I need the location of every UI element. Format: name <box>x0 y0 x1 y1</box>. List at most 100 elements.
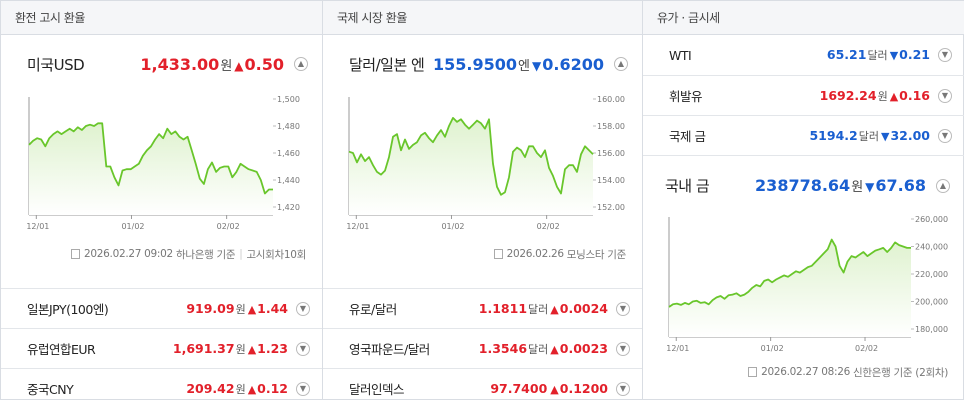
list-item-name: 달러인덱스 <box>349 382 405 397</box>
collapse-toggle-icon[interactable]: ▲ <box>294 57 308 71</box>
y-tick-label: 154.00 <box>597 176 625 185</box>
chevron-down-icon[interactable]: ▼ <box>296 301 310 316</box>
source-info: 2026.02.27 08:26 신한은행 기준 (2회차) <box>643 361 964 383</box>
usd-rate-chart-svg: 1,500 1,480 1,460 1,440 1,420 12/01 01/02 02/02 <box>26 95 300 231</box>
divider: | <box>239 248 243 260</box>
rate-change: 1.44 <box>257 300 288 316</box>
chevron-down-icon[interactable]: ▼ <box>938 48 952 62</box>
series-area <box>349 117 593 215</box>
list-item[interactable]: 중국CNY 209.42 원 ▲ 0.12 ▼ <box>1 368 322 400</box>
domestic-gold-chart-svg: 260,000 240,000 220,000 200,000 180,000 12/01… <box>666 215 948 353</box>
main-rate-name: 미국USD <box>27 55 85 74</box>
rate-unit: 원 <box>235 302 246 316</box>
up-arrow-icon: ▲ <box>550 342 559 356</box>
collapse-toggle-icon[interactable]: ▲ <box>614 57 628 71</box>
list-item-value: 1692.24 원 ▲ 0.16 <box>820 88 930 104</box>
oil-gold-column: 유가 · 금시세 WTI 65.21 달러 ▼ 0.21 ▼ 휘발유 1692.24 원… <box>643 1 964 399</box>
rate-value: 1.1811 <box>478 300 528 316</box>
up-arrow-icon: ▲ <box>550 383 559 396</box>
list-item[interactable]: 영국파운드/달러 1.3546 달러 ▲ 0.0023 ▼ <box>323 328 642 368</box>
intl-exchange-column: 국제 시장 환율 달러/일본 엔 155.9500 엔 ▼ 0.6200 ▲ 160.… <box>323 1 643 399</box>
list-item-name: 유럽연합EUR <box>27 342 96 357</box>
source-info: 2026.02.26 모닝스타 기준 <box>323 243 642 265</box>
down-arrow-icon: ▼ <box>880 129 890 143</box>
list-item-value: 1.1811 달러 ▲ 0.0024 <box>479 301 608 317</box>
x-tick-label: 12/01 <box>346 222 369 231</box>
list-item-value: 1,691.37 원 ▲ 1.23 <box>173 341 288 357</box>
chevron-down-icon[interactable]: ▼ <box>296 341 310 356</box>
y-tick-label: 152.00 <box>597 203 625 212</box>
list-item[interactable]: WTI 65.21 달러 ▼ 0.21 ▼ <box>643 35 964 75</box>
main-rate-row[interactable]: 달러/일본 엔 155.9500 엔 ▼ 0.6200 ▲ <box>323 35 642 93</box>
up-arrow-icon: ▲ <box>247 382 257 396</box>
x-tick-label: 12/01 <box>666 344 689 353</box>
y-tick-label: 260,000 <box>915 215 948 224</box>
x-tick-label: 01/02 <box>441 222 464 231</box>
rate-unit: 달러 <box>528 342 549 356</box>
rate-change: 0.1200 <box>559 381 608 396</box>
chevron-down-icon[interactable]: ▼ <box>616 381 630 396</box>
list-item-name: 휘발유 <box>669 89 703 104</box>
main-rate-row[interactable]: 국내 금 238778.64 원 ▼ 67.68 ▲ <box>643 155 964 215</box>
y-tick-label: 180,000 <box>915 325 948 334</box>
rate-change: 0.50 <box>244 54 284 74</box>
series-area <box>669 239 911 337</box>
usd-jpy-chart: 160.00 158.00 156.00 154.00 152.00 12/01 01/02… <box>323 93 642 243</box>
down-arrow-icon: ▼ <box>532 58 542 73</box>
collapse-toggle-icon[interactable]: ▲ <box>936 178 950 193</box>
usd-rate-chart: 1,500 1,480 1,460 1,440 1,420 12/01 01/02 02/02 <box>1 93 322 243</box>
series-line <box>348 117 594 196</box>
list-item-value: 919.09 원 ▲ 1.44 <box>186 301 288 317</box>
list-item[interactable]: 유럽연합EUR 1,691.37 원 ▲ 1.23 ▼ <box>1 328 322 368</box>
list-item-name: 유로/달러 <box>349 302 397 317</box>
rate-value: 209.42 <box>186 380 235 396</box>
list-item-name: WTI <box>669 47 692 63</box>
main-rate-row[interactable]: 미국USD 1,433.00 원 ▲ 0.50 ▲ <box>1 35 322 93</box>
series-line <box>28 122 273 195</box>
rate-change: 0.12 <box>257 380 288 396</box>
document-icon <box>493 249 503 259</box>
rate-value: 65.21 <box>826 47 867 62</box>
rate-change: 0.21 <box>899 47 930 62</box>
rate-value: 97.7400 <box>490 381 548 396</box>
list-item-value: 65.21 달러 ▼ 0.21 <box>827 47 930 63</box>
y-tick-label: 156.00 <box>597 149 625 158</box>
up-arrow-icon: ▲ <box>234 58 244 73</box>
list-item[interactable]: 국제 금 5194.2 달러 ▼ 32.00 ▼ <box>643 115 964 155</box>
rate-value: 1,691.37 <box>172 340 235 356</box>
column-header: 유가 · 금시세 <box>643 1 964 35</box>
x-tick-label: 02/02 <box>217 222 240 231</box>
source-text: 하나은행 기준 <box>175 248 236 261</box>
series-line <box>668 238 911 308</box>
rate-unit: 엔 <box>518 58 531 74</box>
source-extra: (2회차) <box>915 366 948 379</box>
chevron-down-icon[interactable]: ▼ <box>296 381 310 396</box>
rate-change: 32.00 <box>890 127 930 143</box>
document-icon <box>71 249 81 259</box>
x-tick-label: 12/01 <box>26 222 49 231</box>
up-arrow-icon: ▲ <box>889 89 899 103</box>
list-item[interactable]: 일본JPY(100엔) 919.09 원 ▲ 1.44 ▼ <box>1 288 322 328</box>
column-header: 국제 시장 환율 <box>323 1 642 35</box>
rate-value: 1692.24 <box>819 87 877 103</box>
chevron-down-icon[interactable]: ▼ <box>616 341 630 356</box>
list-item[interactable]: 휘발유 1692.24 원 ▲ 0.16 ▼ <box>643 75 964 115</box>
list-item[interactable]: 달러인덱스 97.7400 ▲ 0.1200 ▼ <box>323 368 642 400</box>
list-item[interactable]: 유로/달러 1.1811 달러 ▲ 0.0024 ▼ <box>323 288 642 328</box>
chevron-down-icon[interactable]: ▼ <box>938 128 952 143</box>
source-date: 2026.02.26 <box>506 248 564 260</box>
chevron-down-icon[interactable]: ▼ <box>938 88 952 103</box>
exchange-rate-column: 환전 고시 환율 미국USD 1,433.00 원 ▲ 0.50 ▲ 1,500 1,4… <box>1 1 323 399</box>
rate-value: 919.09 <box>186 300 235 316</box>
rate-change: 1.23 <box>257 340 288 356</box>
rate-change: 0.6200 <box>542 54 604 74</box>
chevron-down-icon[interactable]: ▼ <box>616 301 630 316</box>
main-rate-name: 달러/일본 엔 <box>349 55 425 74</box>
rate-value: 5194.2 <box>809 127 858 143</box>
rate-change: 0.0024 <box>559 300 608 316</box>
y-tick-label: 200,000 <box>915 298 948 307</box>
rate-value: 1,433.00 <box>140 54 220 74</box>
y-tick-label: 1,420 <box>277 203 300 212</box>
down-arrow-icon: ▼ <box>889 49 899 62</box>
down-arrow-icon: ▼ <box>865 180 875 194</box>
